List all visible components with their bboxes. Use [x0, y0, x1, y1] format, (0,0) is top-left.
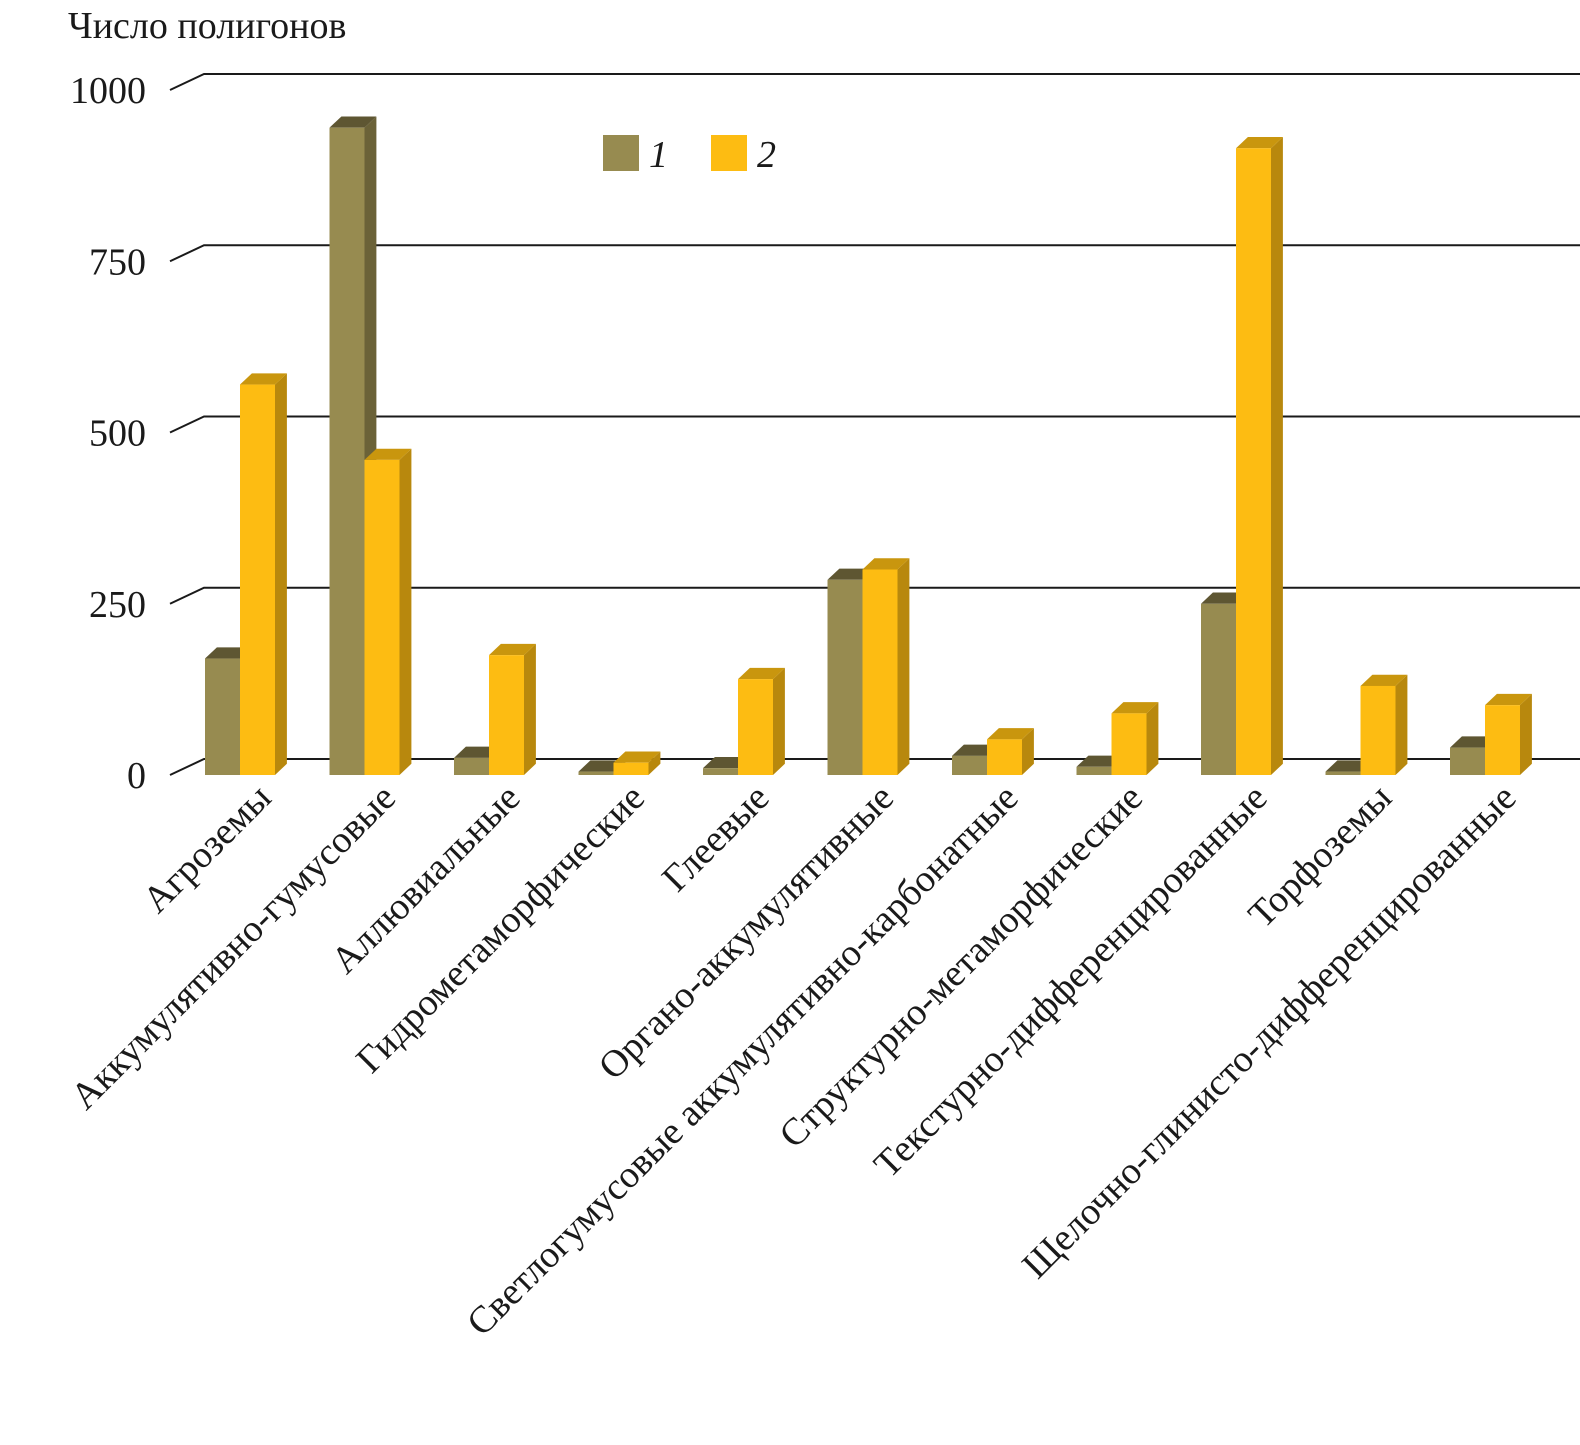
- bar-front: [1360, 685, 1396, 775]
- bar-side: [1520, 693, 1532, 775]
- bar-series-2: [987, 728, 1034, 775]
- y-axis-label: Число полигонов: [68, 5, 346, 47]
- bar-series-2: [1111, 702, 1159, 775]
- y-tick-labels: 0 250 500 750 1000: [70, 70, 146, 797]
- bar-top: [1360, 674, 1408, 686]
- bar-side: [897, 558, 910, 775]
- bar-top: [489, 643, 536, 656]
- bar-side: [1022, 728, 1034, 775]
- bar-front: [862, 569, 898, 775]
- bar-top: [364, 448, 412, 460]
- bar-front: [1325, 771, 1361, 775]
- y-tick-label: 500: [89, 413, 146, 455]
- gridline: [169, 586, 1580, 605]
- bar-top: [738, 667, 785, 680]
- bar-series-2: [240, 373, 287, 775]
- bar-side: [399, 448, 412, 775]
- bar-front: [987, 739, 1022, 775]
- legend-swatch-1: [603, 135, 639, 171]
- bar-series-2: [364, 448, 412, 775]
- bar-front: [454, 757, 489, 775]
- bar-front: [329, 127, 365, 776]
- bar-front: [1201, 603, 1236, 775]
- bar-side: [1271, 137, 1283, 775]
- gridline: [169, 244, 1580, 263]
- bar-front: [1111, 713, 1147, 775]
- bar-series-2: [738, 667, 785, 775]
- bar-top: [329, 116, 377, 128]
- bar-front: [1076, 766, 1112, 775]
- bar-top: [987, 728, 1034, 740]
- category-labels: АгроземыАккумулятивно-гумусовыеАллювиаль…: [63, 777, 1525, 1344]
- bar-series-2: [1236, 137, 1283, 776]
- bar-series-1: [329, 116, 377, 776]
- bar-front: [613, 762, 649, 775]
- y-tick-label: 750: [89, 241, 146, 283]
- bar-front: [1485, 705, 1520, 775]
- bar-front: [952, 755, 987, 775]
- legend-label-1: 1: [649, 134, 668, 176]
- bar-top: [613, 751, 661, 763]
- bar-series-2: [1360, 674, 1408, 775]
- legend-label-2: 2: [757, 134, 776, 176]
- bar-front: [1450, 747, 1485, 775]
- gridline: [169, 415, 1580, 434]
- bar-front: [240, 384, 275, 775]
- bar-front: [364, 459, 400, 775]
- bar-series-2: [1485, 693, 1532, 775]
- y-tick-label: 250: [89, 584, 146, 626]
- bar-series-2: [613, 751, 661, 775]
- bar-side: [524, 643, 536, 775]
- y-tick-label: 0: [127, 755, 146, 797]
- bar-front: [738, 679, 773, 775]
- bar-front: [578, 771, 614, 775]
- legend-swatch-2: [711, 135, 747, 171]
- bar-side: [275, 373, 287, 775]
- bar-front: [205, 658, 240, 775]
- bar-side: [773, 667, 785, 775]
- category-label: Глеевые: [654, 777, 777, 900]
- bar-front: [1236, 148, 1271, 776]
- bar-series-2: [862, 558, 910, 775]
- bar-front: [827, 579, 863, 775]
- y-tick-label: 1000: [70, 70, 146, 112]
- bar-top: [1111, 702, 1159, 714]
- bar-front: [489, 655, 524, 775]
- bar-front: [703, 768, 738, 775]
- bar-top: [240, 373, 287, 385]
- bar-side: [1395, 674, 1408, 775]
- bar-side: [648, 751, 661, 775]
- gridline: [169, 73, 1580, 91]
- bars: [205, 116, 1532, 776]
- bar-series-2: [489, 643, 536, 775]
- bar-top: [1485, 693, 1532, 706]
- bar-side: [1146, 702, 1159, 775]
- bar-top: [862, 558, 910, 570]
- bar-top: [1236, 137, 1283, 149]
